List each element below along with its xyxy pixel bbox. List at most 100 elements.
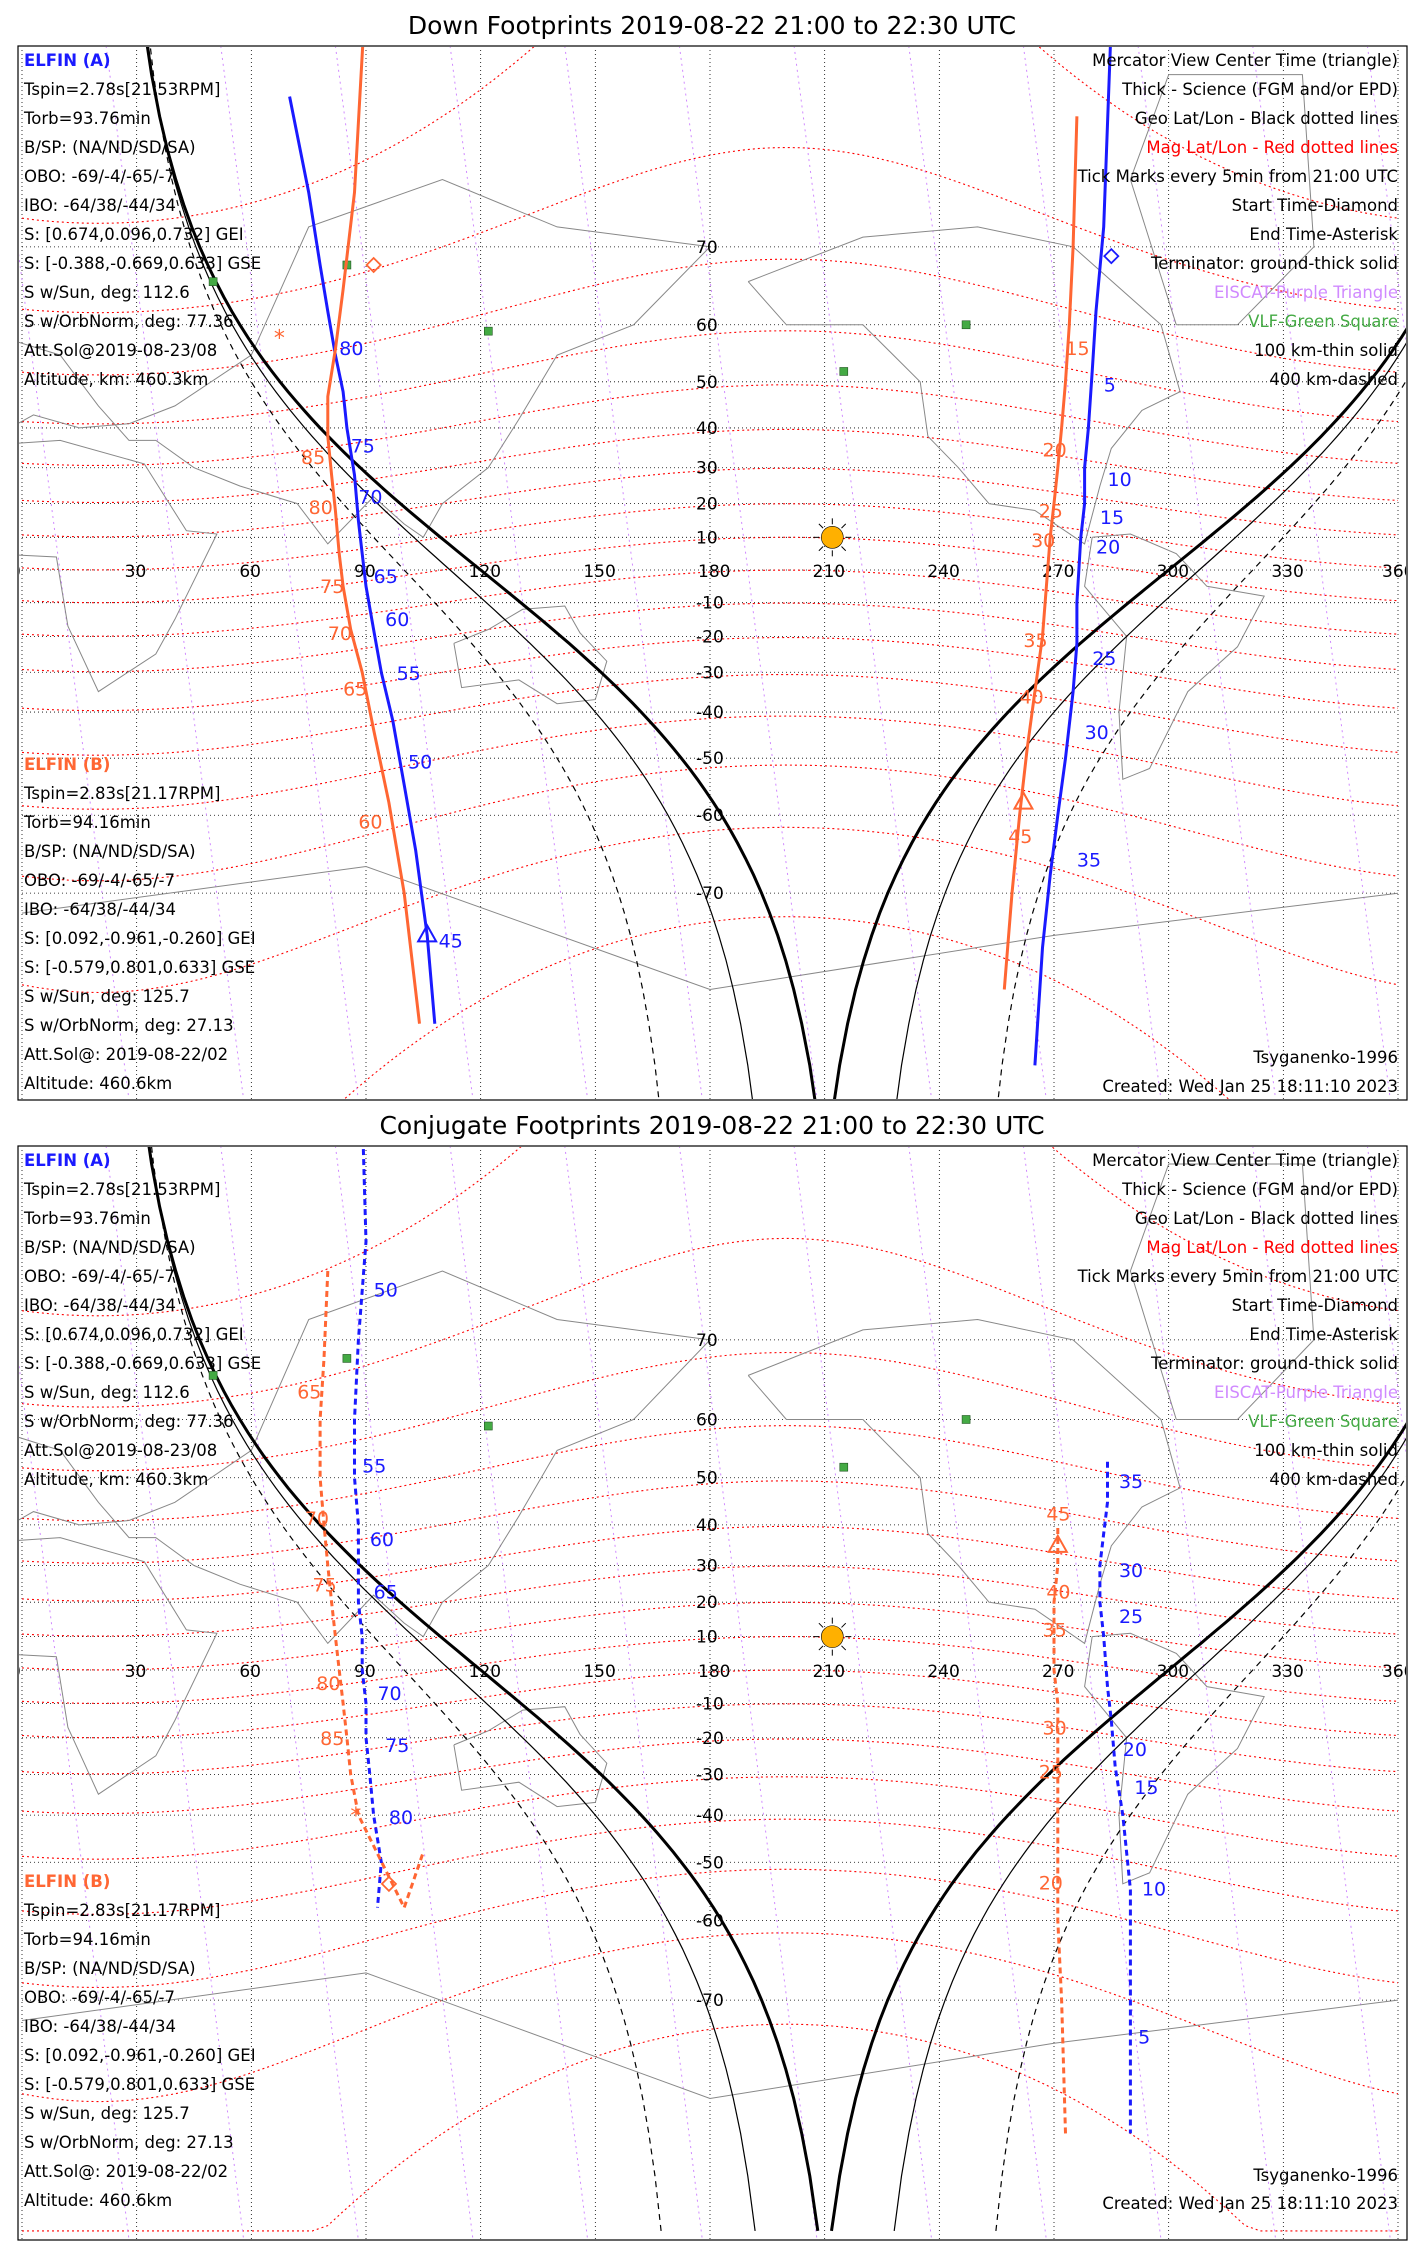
elfin-a-info-line: S: [0.674,0.096,0.732] GEI xyxy=(24,225,244,244)
lon-tick-label: 330 xyxy=(1271,562,1303,582)
lat-tick-label: -70 xyxy=(696,1991,724,2011)
time-tick-label: 80 xyxy=(339,338,363,360)
map-frame xyxy=(17,45,1408,1101)
footprint-track xyxy=(326,47,421,1024)
elfin-b-info-line: S w/OrbNorm, deg: 27.13 xyxy=(24,1016,234,1035)
time-tick-label: 25 xyxy=(1039,1761,1063,1783)
time-tick-label: 75 xyxy=(312,1575,336,1597)
mag-longitude-line xyxy=(1252,1147,1391,2239)
time-tick-label: 65 xyxy=(297,1382,321,1404)
elfin-b-info-line: Torb=94.16min xyxy=(23,813,151,832)
mag-latitude-line xyxy=(343,916,1230,1099)
vlf-station xyxy=(484,326,493,336)
lon-tick-label: 330 xyxy=(1271,1662,1303,1682)
time-tick-label: 30 xyxy=(1119,1560,1143,1582)
mag-longitude-line xyxy=(449,1147,589,2239)
elfin-a-info-line: Torb=93.76min xyxy=(23,1209,151,1228)
lon-tick-label: 180 xyxy=(698,562,730,582)
center-triangle xyxy=(1047,1533,1069,1553)
mag-latitude-line xyxy=(21,330,1399,425)
lon-tick-label: 0 xyxy=(10,562,21,582)
time-tick-label: 20 xyxy=(1039,1873,1063,1895)
time-tick-label: 15 xyxy=(1065,338,1089,360)
mag-latitude-line xyxy=(21,1818,1399,1915)
coastline xyxy=(19,439,218,693)
legend-item: Geo Lat/Lon - Black dotted lines xyxy=(1135,109,1398,128)
coastline xyxy=(21,865,1399,991)
end-asterisk: * xyxy=(350,1804,361,1829)
coastline xyxy=(19,178,712,545)
lat-tick-label: 60 xyxy=(696,316,718,336)
time-tick-label: 25 xyxy=(1119,1606,1143,1628)
mag-latitude-line xyxy=(21,764,1399,882)
lon-tick-label: 240 xyxy=(927,562,959,582)
lon-tick-label: 210 xyxy=(813,562,845,582)
start-diamond xyxy=(1103,247,1120,265)
legend-item: Thick - Science (FGM and/or EPD) xyxy=(1121,80,1398,99)
mag-latitude-line xyxy=(21,826,1399,994)
lat-tick-label: -40 xyxy=(696,1806,724,1826)
coastline xyxy=(21,1972,1399,2100)
elfin-b-info: ELFIN (B) Tspin=2.83s[21.17RPM] Torb=94.1… xyxy=(23,755,256,1093)
terminator-ground xyxy=(147,1147,820,2232)
coastline xyxy=(747,1318,1181,1645)
elfin-a-header: ELFIN (A) xyxy=(24,1151,111,1170)
mag-longitude-line xyxy=(908,1147,1047,2239)
elfin-b-info-line: Altitude: 460.6km xyxy=(24,2191,172,2210)
lon-tick-label: 360 xyxy=(1382,562,1414,582)
vlf-station xyxy=(208,1371,218,1380)
terminator-ground xyxy=(830,1422,1406,2232)
time-tick-label: 20 xyxy=(1096,537,1120,559)
time-tick-label: 50 xyxy=(374,1280,398,1302)
coastline xyxy=(19,1537,218,1795)
mag-longitude-line xyxy=(793,1147,933,2239)
time-tick-label: 5 xyxy=(1138,2026,1150,2048)
lat-tick-label: 30 xyxy=(696,1557,718,1577)
lat-tick-label: -30 xyxy=(696,1765,724,1785)
mag-longitude-line xyxy=(0,1146,14,2240)
vlf-station xyxy=(961,320,971,330)
mag-latitude-line xyxy=(21,384,1399,466)
mag-longitude-line xyxy=(19,1361,130,2239)
lat-tick-label: -50 xyxy=(696,749,724,769)
legend-item: EISCAT-Purple Triangle xyxy=(1214,283,1398,302)
legend-item: End Time-Asterisk xyxy=(1249,1325,1398,1344)
lat-tick-label: 40 xyxy=(696,419,718,439)
terminator-ground xyxy=(833,327,1406,1099)
time-tick-label: 75 xyxy=(385,1735,409,1757)
legend-item: Mag Lat/Lon - Red dotted lines xyxy=(1146,138,1398,157)
elfin-b-info-line: B/SP: (NA/ND/SD/SA) xyxy=(24,842,196,861)
mag-latitude-line xyxy=(21,715,1399,810)
lat-tick-label: 50 xyxy=(696,1469,718,1489)
time-tick-label: 15 xyxy=(1134,1777,1158,1799)
vlf-station xyxy=(208,277,218,286)
time-tick-label: 55 xyxy=(362,1456,386,1478)
created-timestamp: Created: Wed Jan 25 18:11:10 2023 xyxy=(1102,1077,1398,1096)
legend-item: EISCAT-Purple Triangle xyxy=(1214,1383,1398,1402)
elfin-b-info-line: IBO: -64/38/-44/34 xyxy=(24,900,176,919)
mag-longitude-line xyxy=(1023,1147,1162,2239)
footprint-track xyxy=(1098,1461,1132,2134)
time-tick-label: 80 xyxy=(389,1807,413,1829)
elfin-a-info: ELFIN (A) Tspin=2.78s[21.53RPM] Torb=93.7… xyxy=(23,1151,261,1489)
mag-longitude-line xyxy=(564,1147,703,2239)
elfin-a-info-line: Altitude, km: 460.3km xyxy=(24,1470,208,1489)
time-tick-label: 35 xyxy=(1077,850,1101,872)
legend-item: Mercator View Center Time (triangle) xyxy=(1092,1151,1398,1170)
time-tick-label: 65 xyxy=(374,1582,398,1604)
elfin-a-info-line: S: [-0.388,-0.669,0.633] GSE xyxy=(24,254,261,273)
mag-latitude-line xyxy=(21,1351,1399,1472)
sun-icon xyxy=(813,1617,852,1656)
lat-tick-label: -60 xyxy=(696,806,724,826)
time-tick-label: 5 xyxy=(1104,375,1116,397)
legend-item: VLF-Green Square xyxy=(1248,1412,1398,1431)
start-diamond xyxy=(365,256,382,274)
time-tick-label: 55 xyxy=(397,663,421,685)
conjugate-footprints-panel: Conjugate Footprints 2019-08-22 21:00 to… xyxy=(0,1111,1408,2241)
lat-tick-label: 20 xyxy=(696,495,718,515)
footprint-track xyxy=(318,1270,425,1912)
lon-tick-label: 90 xyxy=(354,1662,376,1682)
elfin-b-header: ELFIN (B) xyxy=(24,1872,110,1891)
lat-tick-label: 30 xyxy=(696,459,718,479)
